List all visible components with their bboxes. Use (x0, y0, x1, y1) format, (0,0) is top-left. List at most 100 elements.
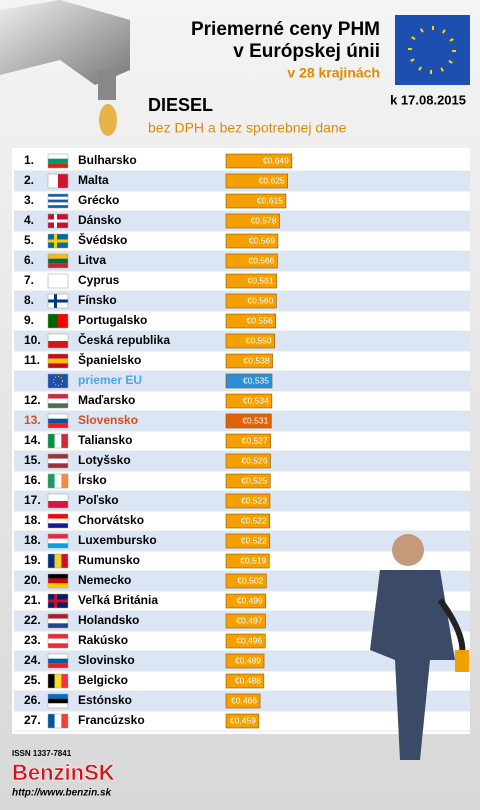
flag-stripe (48, 583, 68, 588)
rank: 26. (24, 693, 41, 707)
title: v Európskej únii (233, 41, 380, 62)
value-label: €0,526 (241, 455, 267, 465)
flag-stripe (48, 694, 68, 699)
flag (47, 533, 69, 549)
flag-stripe (48, 358, 68, 364)
fuel-nozzle (0, 0, 130, 136)
country: Slovinsko (78, 653, 135, 667)
country: Bulharsko (78, 153, 137, 167)
country: Fínsko (78, 293, 117, 307)
country: Grécko (78, 193, 119, 207)
flag (47, 313, 69, 329)
rows: 1. Bulharsko €0,649 2. Malta €0,625 3. Grécko €0… (14, 153, 470, 732)
flag (47, 573, 69, 589)
flag-border (47, 653, 69, 669)
flag-stripe (54, 674, 62, 688)
country: Francúzsko (78, 713, 145, 727)
country: priemer EU (78, 373, 142, 387)
flag-border (47, 213, 69, 229)
bar (225, 553, 270, 569)
value-label: €0,561 (248, 275, 274, 285)
country: Luxembursko (78, 533, 157, 547)
flag-border (47, 333, 69, 349)
flag-stripe (48, 658, 68, 664)
flag-stripe (48, 199, 68, 203)
country: Portugalsko (78, 313, 147, 327)
flag-cross (54, 594, 57, 608)
flag (47, 253, 69, 269)
bar (225, 153, 293, 169)
rank: 4. (24, 213, 34, 227)
flag-border (47, 273, 69, 289)
rank: 27. (24, 713, 41, 727)
flag-stripe (48, 398, 68, 404)
rank: 24. (24, 653, 41, 667)
flag (47, 653, 69, 669)
flag-cross (48, 299, 68, 303)
flag-stripe (48, 538, 68, 544)
country: Veľká Británia (78, 593, 158, 607)
value-label: €0,519 (240, 555, 266, 565)
value-label: €0,566 (248, 255, 274, 265)
value-label: €0,523 (241, 495, 267, 505)
flag-stripe (48, 514, 68, 519)
rank: 15. (24, 453, 41, 467)
country: Poľsko (78, 493, 119, 507)
flag-border (47, 513, 69, 529)
rank: 16. (24, 473, 41, 487)
worker (370, 534, 469, 760)
bar (225, 713, 260, 729)
flag-stripe (61, 674, 68, 688)
flag-stripe (48, 423, 68, 428)
value-label: €0,569 (249, 235, 275, 245)
flag-border (47, 153, 69, 169)
value-label: €0,466 (231, 695, 257, 705)
flag-cross (54, 234, 57, 248)
bar (225, 313, 276, 329)
flag-stripe (48, 254, 68, 259)
flag (47, 453, 69, 469)
flag-stripe (48, 458, 68, 464)
value-label: €0,489 (235, 655, 261, 665)
country: Maďarsko (78, 393, 135, 407)
flag (47, 593, 69, 609)
value-label: €0,534 (243, 395, 269, 405)
flag-stripe (48, 363, 68, 368)
flag (47, 613, 69, 629)
flag-stripe (48, 463, 68, 468)
bar (225, 633, 266, 649)
bar (225, 233, 279, 249)
rank: 17. (24, 493, 41, 507)
bar (225, 193, 287, 209)
flag-border (47, 593, 69, 609)
flag-stripe (48, 698, 68, 704)
flag-stripe (58, 314, 68, 328)
flag (47, 633, 69, 649)
value-label: €0,488 (235, 675, 261, 685)
flag-stripe (58, 174, 68, 188)
brand: BenzinSK (12, 760, 115, 785)
flag-stripe (48, 258, 68, 264)
country: Lotyšsko (78, 453, 131, 467)
country: Česká republika (78, 332, 170, 347)
rank: 18. (24, 513, 41, 527)
value-label: €0,649 (263, 155, 289, 165)
rank: 21. (24, 593, 41, 607)
flag-stripe (48, 263, 68, 268)
country: Litva (78, 253, 106, 267)
value-label: €0,459 (230, 715, 256, 725)
bar (225, 413, 272, 429)
value-label: €0,496 (236, 635, 262, 645)
flag-stripe (48, 714, 55, 728)
rank: 22. (24, 613, 41, 627)
flag-stripe (48, 554, 55, 568)
bar (225, 613, 266, 629)
bar (225, 213, 280, 229)
flag-stripe (48, 202, 68, 206)
bar (225, 453, 271, 469)
flag-stripe (48, 174, 58, 188)
flag-border (47, 373, 69, 389)
fuel: DIESEL (148, 95, 213, 115)
rank: 14. (24, 433, 41, 447)
flag-stripe (48, 623, 68, 628)
